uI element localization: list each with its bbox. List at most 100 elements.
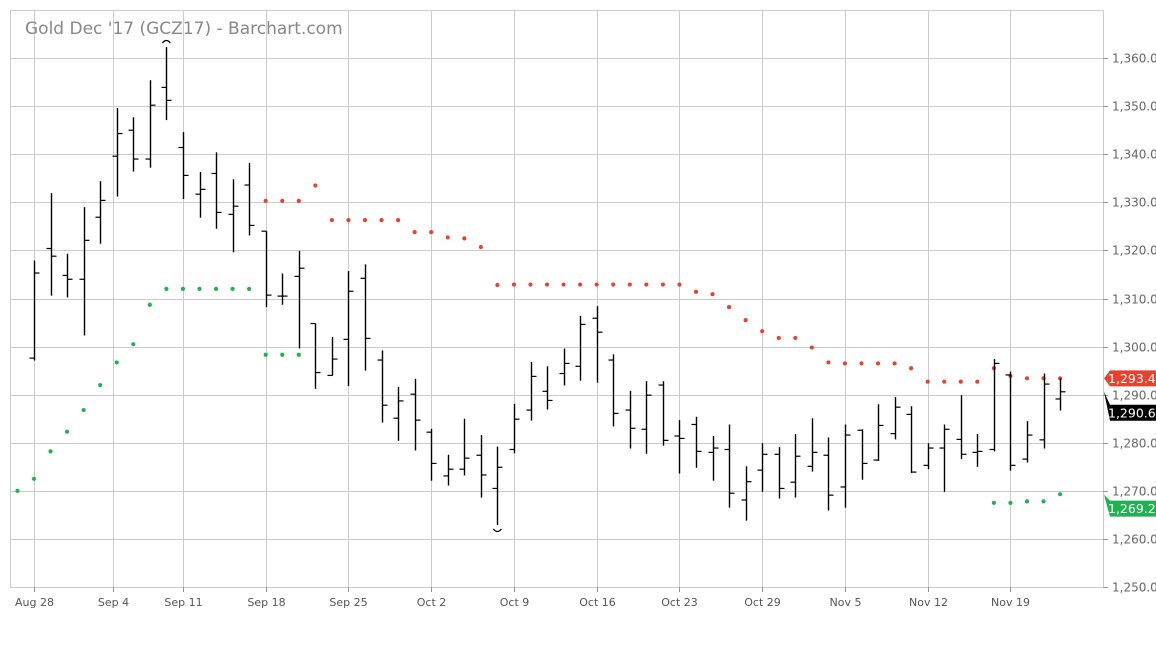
sar-upper-dot — [544, 282, 550, 287]
y-tick-label: 1,280.0 — [1112, 437, 1156, 451]
ohlc-bar — [410, 378, 421, 451]
y-tick-label: 1,360.0 — [1112, 52, 1156, 66]
sar-upper-dot — [660, 282, 666, 287]
ohlc-bar — [476, 435, 487, 498]
sar-lower-dot — [991, 500, 997, 505]
ohlc-bar — [426, 428, 437, 481]
ohlc-bar — [906, 406, 917, 474]
ohlc-bar — [674, 420, 685, 474]
x-tick-label: Nov 12 — [909, 596, 948, 609]
sar-lower-dot — [280, 352, 285, 357]
sar-upper-dot — [578, 282, 583, 287]
price-tag: 1,293.4 — [1104, 370, 1156, 387]
sar-upper-dot — [462, 236, 467, 241]
ohlc-bar — [559, 348, 570, 386]
x-tick-label: Oct 23 — [661, 596, 698, 609]
ohlc-bar — [790, 434, 801, 498]
y-tick-label: 1,270.0 — [1112, 485, 1156, 499]
y-tick-label: 1,350.0 — [1112, 100, 1156, 114]
sar-dots — [15, 183, 1063, 505]
ohlc-bar — [757, 443, 768, 492]
ohlc-bar — [840, 424, 851, 508]
x-tick-label: Sep 4 — [98, 596, 129, 609]
sar-lower-dot — [65, 429, 70, 434]
sar-upper-dot — [677, 282, 682, 287]
ohlc-bar — [823, 437, 834, 511]
y-tick-label: 1,340.0 — [1112, 148, 1156, 162]
sar-upper-dot — [362, 218, 368, 223]
sar-upper-dot — [909, 366, 914, 371]
y-tick-label: 1,320.0 — [1112, 244, 1156, 258]
sar-upper-dot — [296, 198, 301, 203]
sar-upper-dot — [412, 230, 417, 235]
sar-lower-dot — [263, 352, 268, 357]
sar-lower-dot — [1058, 492, 1063, 497]
sar-upper-dot — [313, 183, 318, 188]
ohlc-bar — [1005, 371, 1016, 471]
price-tag-background — [1104, 494, 1156, 517]
price-tag-label: 1,290.6 — [1108, 405, 1156, 420]
ohlc-bar — [956, 395, 967, 460]
sar-upper-dot — [743, 318, 748, 323]
sar-lower-dot — [98, 382, 103, 388]
sar-upper-dot — [727, 305, 732, 310]
y-tick-label: 1,290.0 — [1112, 389, 1156, 403]
price-tag-label: 1,269.2 — [1108, 501, 1156, 516]
sar-upper-dot — [760, 329, 765, 334]
ohlc-bar — [972, 434, 983, 467]
sar-lower-dot — [247, 286, 252, 291]
chart-title: Gold Dec '17 (GCZ17) - Barchart.com — [25, 19, 343, 39]
ohlc-bar — [29, 260, 40, 361]
sar-upper-dot — [528, 282, 533, 287]
ohlc-bar — [1055, 378, 1066, 411]
x-tick-label: Nov 5 — [830, 596, 862, 609]
x-tick-label: Oct 29 — [744, 596, 781, 609]
sar-lower-dot — [1024, 499, 1030, 504]
x-tick-label: Nov 19 — [991, 596, 1030, 609]
ohlc-bar — [923, 443, 934, 470]
sar-upper-dot — [1024, 376, 1030, 381]
x-tick-label: Oct 9 — [500, 596, 530, 609]
sar-lower-dot — [114, 360, 119, 365]
price-tag-background — [1104, 370, 1156, 387]
sar-upper-dot — [445, 235, 450, 240]
sar-upper-dot — [958, 379, 963, 384]
ohlc-bar — [890, 397, 901, 440]
ohlc-bar — [393, 386, 404, 441]
ohlc-bar — [46, 193, 57, 296]
price-tags: 1,293.4 1,290.6 1,269.2 — [1104, 370, 1156, 517]
ohlc-bar — [857, 429, 868, 480]
sar-upper-dot — [611, 282, 616, 287]
sar-lower-dot — [197, 286, 202, 291]
ohlc-bar — [244, 162, 255, 236]
ohlc-bar — [377, 350, 388, 423]
price-tag-label: 1,293.4 — [1108, 371, 1156, 386]
ohlc-bar — [724, 424, 735, 508]
ohlc-bar — [178, 132, 189, 199]
sar-upper-dot — [875, 361, 881, 366]
sar-upper-dot — [561, 282, 566, 287]
sar-upper-dot — [429, 230, 434, 235]
sar-lower-dot — [131, 342, 136, 347]
ohlc-bar — [542, 366, 553, 410]
ohlc-bar — [691, 416, 702, 468]
grid — [10, 10, 1103, 588]
sar-upper-dot — [478, 244, 483, 250]
price-tag-background — [1104, 391, 1156, 421]
sar-upper-dot — [975, 379, 980, 384]
ohlc-bar — [211, 152, 222, 229]
price-tag: 1,269.2 — [1104, 494, 1156, 517]
ohlc-bar — [625, 390, 636, 449]
sar-upper-dot — [793, 335, 798, 341]
y-tick-label: 1,260.0 — [1112, 533, 1156, 547]
sar-lower-dot — [164, 286, 169, 291]
ohlc-bar — [774, 447, 785, 499]
ohlc-bar — [79, 207, 90, 336]
sar-lower-dot — [15, 488, 20, 493]
y-axis: 1,250.0 1,260.0 1,270.0 1,280.0 1,290.0 1,300… — [1103, 52, 1156, 595]
ohlc-bar — [145, 80, 156, 168]
ohlc-bar — [658, 381, 669, 446]
sar-upper-dot — [511, 282, 517, 287]
ohlc-bar — [261, 230, 272, 308]
x-tick-label: Oct 16 — [579, 596, 616, 609]
